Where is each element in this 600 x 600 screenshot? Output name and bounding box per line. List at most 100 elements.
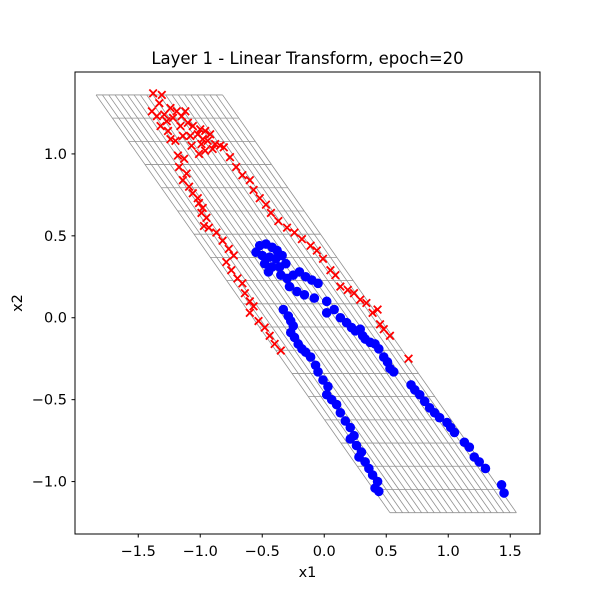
point-class-blue — [305, 352, 316, 362]
point-class-red — [205, 129, 215, 139]
point-class-red — [185, 131, 195, 141]
point-class-blue — [263, 267, 274, 277]
point-class-blue — [345, 434, 356, 444]
point-class-red — [166, 103, 175, 113]
x-tick-label: −1.5 — [121, 544, 156, 560]
point-class-red — [157, 90, 167, 100]
point-class-red — [270, 339, 280, 349]
point-class-blue — [414, 389, 425, 400]
point-class-red — [174, 162, 184, 172]
point-class-red — [255, 193, 265, 203]
point-class-blue — [345, 422, 356, 433]
point-class-red — [154, 98, 164, 108]
point-class-blue — [374, 486, 384, 497]
point-class-blue — [277, 250, 287, 261]
x-tick-label: −0.5 — [245, 544, 280, 560]
point-class-blue — [329, 304, 339, 315]
point-class-red — [163, 126, 173, 136]
point-class-red — [306, 241, 316, 251]
point-class-blue — [340, 416, 351, 426]
point-class-red — [152, 111, 162, 121]
point-class-blue — [321, 296, 332, 307]
point-class-red — [184, 182, 194, 192]
point-class-red — [171, 136, 180, 146]
point-class-red — [266, 208, 276, 218]
point-class-red — [188, 121, 198, 131]
point-class-blue — [434, 412, 445, 423]
point-class-red — [218, 236, 227, 246]
point-class-red — [229, 251, 239, 260]
point-class-red — [379, 324, 389, 334]
point-class-red — [335, 282, 345, 292]
y-tick-label: −1.0 — [32, 475, 67, 491]
point-class-red — [260, 323, 270, 333]
x-tick-label: 0.0 — [313, 544, 336, 560]
point-class-red — [182, 169, 192, 179]
point-class-red — [261, 200, 271, 210]
point-class-red — [373, 305, 382, 314]
point-class-red — [200, 126, 210, 136]
point-class-red — [249, 185, 258, 195]
point-class-red — [245, 308, 255, 318]
point-class-red — [368, 308, 378, 318]
point-class-red — [385, 331, 395, 341]
point-class-red — [195, 124, 205, 134]
point-class-red — [330, 270, 340, 280]
point-class-red — [237, 170, 247, 180]
point-class-red — [349, 288, 359, 298]
point-class-red — [210, 139, 220, 149]
y-tick-label: 0.0 — [44, 311, 67, 327]
x-tick-label: −1.0 — [183, 544, 218, 560]
point-class-red — [168, 113, 178, 123]
point-class-blue — [292, 286, 302, 297]
axis-ticks — [71, 153, 511, 538]
point-class-blue — [281, 258, 291, 269]
point-class-red — [194, 149, 204, 159]
series-class-blue — [251, 239, 509, 498]
point-class-red — [224, 244, 234, 254]
point-class-red — [178, 131, 188, 141]
point-class-blue — [318, 375, 328, 385]
point-class-red — [273, 216, 283, 226]
point-class-red — [343, 285, 353, 295]
point-class-red — [211, 228, 221, 237]
point-class-red — [162, 116, 172, 126]
point-class-blue — [309, 293, 320, 303]
x-axis-label: x1 — [299, 565, 317, 581]
point-class-red — [166, 134, 175, 144]
point-class-red — [282, 223, 292, 233]
y-tick-label: 0.5 — [44, 229, 67, 245]
axes-spines — [74, 71, 541, 535]
point-class-red — [355, 295, 365, 305]
point-class-red — [202, 213, 211, 223]
point-class-red — [187, 141, 196, 151]
point-class-red — [404, 354, 413, 364]
point-class-blue — [496, 480, 507, 490]
point-class-red — [203, 136, 213, 146]
x-tick-label: 0.5 — [375, 544, 398, 560]
chart-title: Layer 1 - Linear Transform, epoch=20 — [151, 49, 463, 68]
point-class-blue — [367, 470, 378, 480]
point-class-blue — [499, 488, 509, 498]
point-class-red — [297, 234, 307, 244]
point-class-red — [148, 88, 158, 98]
point-class-red — [183, 118, 193, 128]
point-class-red — [219, 142, 229, 152]
point-class-blue — [259, 258, 270, 269]
point-class-red — [254, 316, 263, 326]
point-class-blue — [480, 463, 491, 474]
point-class-red — [173, 151, 183, 160]
point-class-blue — [331, 399, 342, 410]
point-class-blue — [335, 407, 346, 418]
point-class-red — [312, 246, 322, 256]
point-class-blue — [321, 308, 332, 318]
point-class-red — [156, 121, 165, 131]
point-class-red — [245, 175, 255, 185]
point-class-red — [208, 144, 218, 154]
y-tick-label: 1.0 — [44, 147, 67, 163]
point-class-red — [225, 152, 235, 162]
x-tick-label: 1.0 — [437, 544, 460, 560]
point-class-red — [221, 257, 231, 267]
point-class-red — [276, 346, 286, 355]
